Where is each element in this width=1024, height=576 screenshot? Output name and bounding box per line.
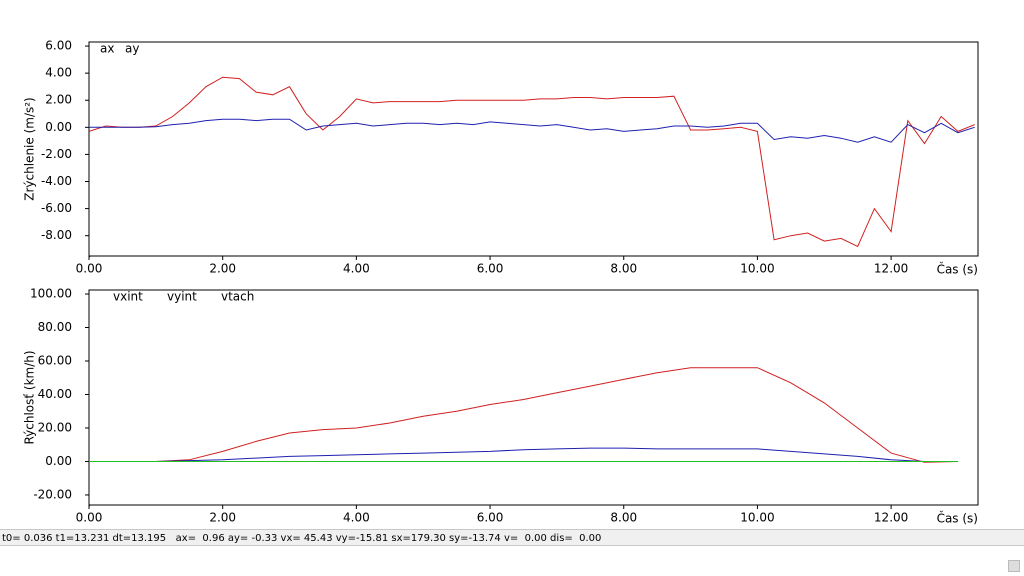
y-tick-label: -2.00 bbox=[41, 147, 72, 161]
y-tick-label: -8.00 bbox=[41, 228, 72, 242]
x-tick-label: 6.00 bbox=[477, 511, 504, 525]
x-tick-label: 8.00 bbox=[610, 262, 637, 276]
x-tick-label: 12.00 bbox=[874, 511, 908, 525]
y-tick-label: 40.00 bbox=[38, 387, 72, 401]
status-bar: t0= 0.036 t1=13.231 dt=13.195 ax= 0.96 a… bbox=[0, 529, 1024, 546]
series-line bbox=[88, 76, 975, 248]
y-tick-label: 2.00 bbox=[45, 93, 72, 107]
series-line bbox=[89, 118, 975, 143]
y-tick-label: 4.00 bbox=[45, 66, 72, 80]
x-tick-label: 4.00 bbox=[343, 262, 370, 276]
y-axis-label: Rýchlosť (km/h) bbox=[23, 350, 37, 444]
y-tick-label: 100.00 bbox=[30, 287, 72, 301]
x-tick-label: 12.00 bbox=[874, 262, 908, 276]
x-tick-label: 8.00 bbox=[610, 511, 637, 525]
y-tick-label: -6.00 bbox=[41, 201, 72, 215]
x-tick-label: 0.00 bbox=[76, 262, 103, 276]
y-tick-label: 0.00 bbox=[45, 454, 72, 468]
y-tick-label: -20.00 bbox=[33, 487, 72, 501]
resize-grip[interactable] bbox=[1008, 560, 1020, 572]
y-tick-label: 60.00 bbox=[38, 353, 72, 367]
legend-entry: vxint bbox=[113, 290, 143, 304]
series-line bbox=[89, 447, 958, 462]
x-tick-label: 2.00 bbox=[209, 262, 236, 276]
legend-entry: vtach bbox=[221, 290, 254, 304]
y-axis-label: Zrýchlenie (m/s²) bbox=[23, 97, 37, 200]
x-tick-label: 2.00 bbox=[209, 511, 236, 525]
series-line bbox=[89, 367, 958, 463]
y-tick-label: -4.00 bbox=[41, 174, 72, 188]
x-tick-label: 0.00 bbox=[76, 511, 103, 525]
x-axis-label: Čas (s) bbox=[937, 511, 978, 526]
x-tick-label: 10.00 bbox=[740, 262, 774, 276]
x-tick-label: 10.00 bbox=[740, 511, 774, 525]
charts: 6.00 4.00 2.00 0.00 -2.00 -4.00 -6.00 -8.00 0.00… bbox=[23, 39, 979, 526]
y-tick-label: 20.00 bbox=[38, 420, 72, 434]
x-tick-label: 4.00 bbox=[343, 511, 370, 525]
x-tick-label: 6.00 bbox=[477, 262, 504, 276]
y-tick-label: 6.00 bbox=[45, 39, 72, 53]
x-axis-label: Čas (s) bbox=[937, 262, 978, 277]
plot-area bbox=[88, 41, 979, 257]
y-tick-label: 80.00 bbox=[38, 320, 72, 334]
legend-entry: ax bbox=[100, 42, 114, 56]
legend-entry: ay bbox=[125, 42, 139, 56]
y-tick-label: 0.00 bbox=[45, 120, 72, 134]
legend-entry: vyint bbox=[167, 290, 197, 304]
